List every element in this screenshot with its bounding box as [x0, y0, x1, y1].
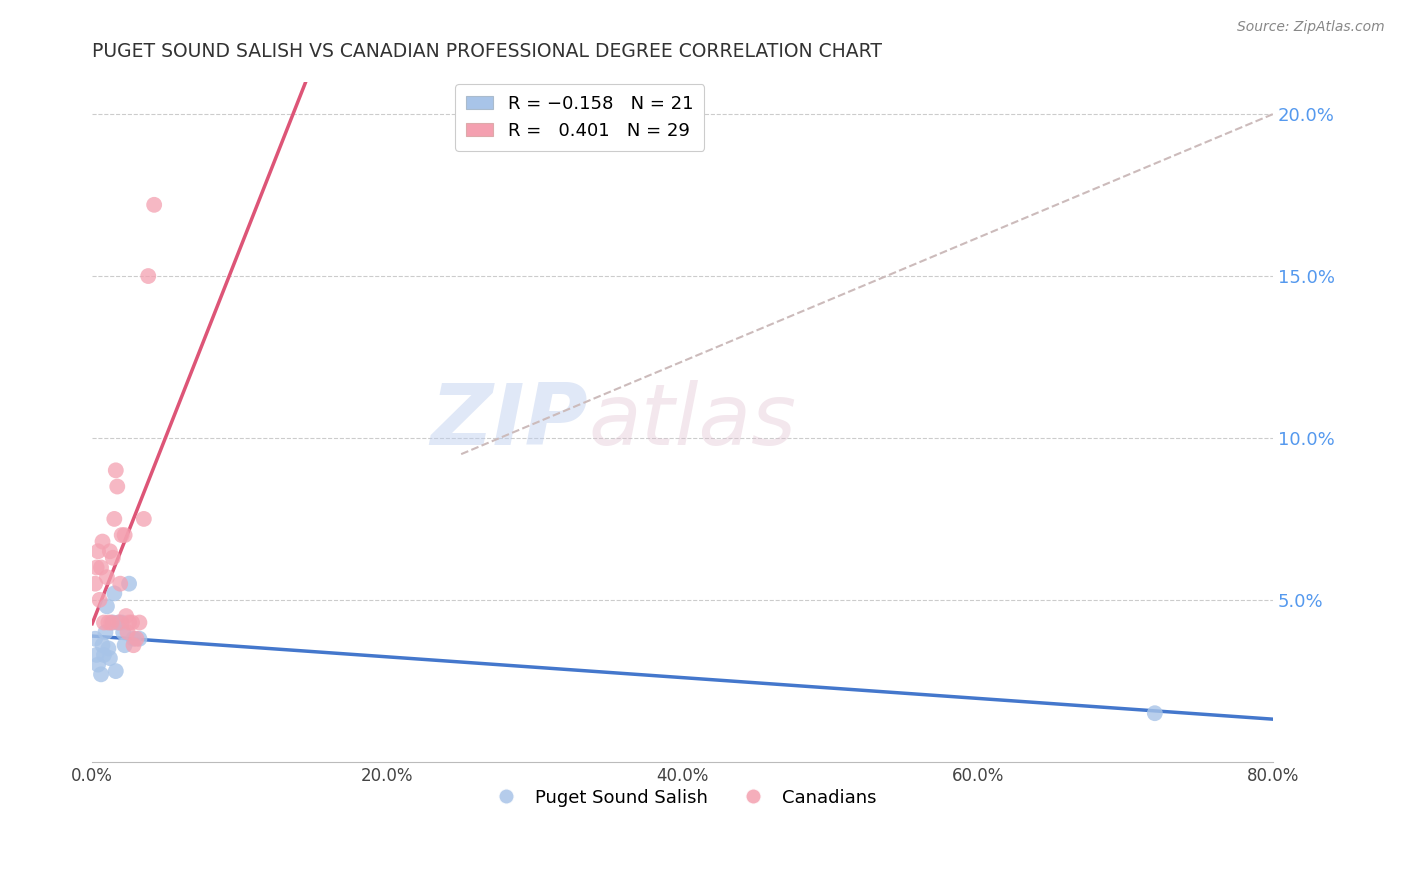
- Point: [1143, 706, 1166, 721]
- Point: [91, 638, 114, 652]
- Point: [97, 641, 120, 656]
- Text: atlas: atlas: [588, 380, 796, 463]
- Legend: Puget Sound Salish, Canadians: Puget Sound Salish, Canadians: [481, 781, 884, 814]
- Point: [110, 576, 132, 591]
- Point: [104, 463, 127, 477]
- Point: [94, 625, 117, 640]
- Text: PUGET SOUND SALISH VS CANADIAN PROFESSIONAL DEGREE CORRELATION CHART: PUGET SOUND SALISH VS CANADIAN PROFESSIO…: [93, 42, 882, 61]
- Point: [84, 632, 107, 646]
- Point: [118, 576, 141, 591]
- Point: [98, 651, 121, 665]
- Text: Source: ZipAtlas.com: Source: ZipAtlas.com: [1237, 20, 1385, 34]
- Point: [115, 609, 138, 624]
- Point: [91, 534, 114, 549]
- Point: [101, 550, 124, 565]
- Point: [136, 268, 159, 283]
- Point: [114, 528, 136, 542]
- Point: [103, 512, 125, 526]
- Point: [93, 615, 115, 630]
- Point: [93, 648, 115, 662]
- Text: ZIP: ZIP: [430, 380, 588, 463]
- Point: [122, 638, 145, 652]
- Point: [114, 638, 136, 652]
- Point: [111, 528, 134, 542]
- Point: [98, 544, 121, 558]
- Point: [107, 615, 129, 630]
- Point: [122, 632, 145, 646]
- Point: [101, 615, 124, 630]
- Point: [132, 512, 155, 526]
- Point: [84, 576, 107, 591]
- Point: [86, 560, 108, 574]
- Point: [96, 570, 118, 584]
- Point: [96, 599, 118, 614]
- Point: [118, 615, 141, 630]
- Point: [87, 657, 110, 672]
- Point: [128, 632, 150, 646]
- Point: [143, 198, 166, 212]
- Point: [97, 615, 120, 630]
- Point: [103, 586, 125, 600]
- Point: [121, 615, 143, 630]
- Point: [125, 632, 148, 646]
- Point: [86, 648, 108, 662]
- Point: [90, 667, 112, 681]
- Point: [90, 560, 112, 574]
- Point: [117, 625, 139, 640]
- Point: [104, 664, 127, 678]
- Point: [107, 615, 129, 630]
- Point: [89, 592, 111, 607]
- Point: [105, 479, 128, 493]
- Point: [128, 615, 150, 630]
- Point: [112, 625, 135, 640]
- Point: [100, 615, 122, 630]
- Point: [87, 544, 110, 558]
- Point: [111, 615, 134, 630]
